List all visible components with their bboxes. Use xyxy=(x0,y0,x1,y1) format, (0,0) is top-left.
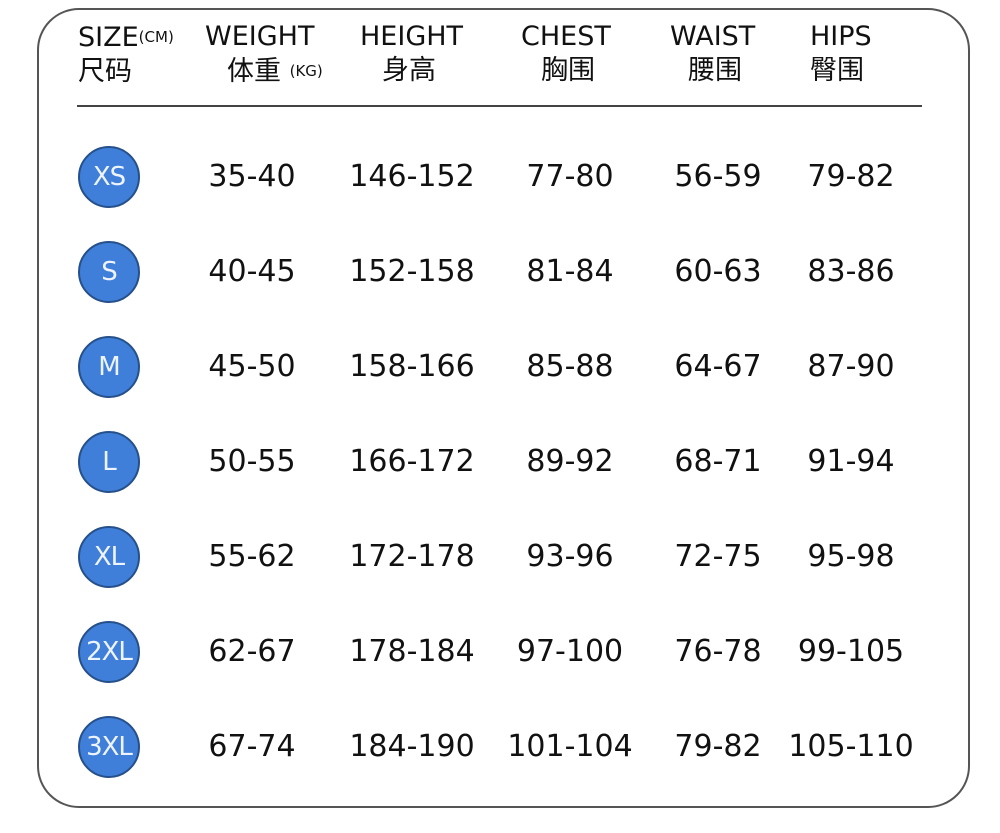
header-chest-zh: 胸围 xyxy=(541,55,595,86)
header-hips: HIPS 臀围 xyxy=(810,20,872,88)
table-row: S 40-45 152-158 81-84 60-63 83-86 xyxy=(0,238,1000,308)
size-badge: 2XL xyxy=(78,621,140,683)
header-weight-en: WEIGHT xyxy=(205,21,315,52)
size-badge: L xyxy=(78,431,140,493)
waist-cell: 79-82 xyxy=(674,729,762,764)
header-size-unit: (CM) xyxy=(138,28,174,46)
chest-cell: 97-100 xyxy=(516,634,624,669)
height-cell: 178-184 xyxy=(349,634,475,669)
height-cell: 172-178 xyxy=(349,539,475,574)
size-chart-card xyxy=(37,8,970,808)
header-chest: CHEST 胸围 xyxy=(521,20,611,88)
waist-cell: 60-63 xyxy=(674,254,762,289)
size-badge: 3XL xyxy=(78,716,140,778)
height-cell: 158-166 xyxy=(349,349,475,384)
hips-cell: 79-82 xyxy=(807,159,895,194)
hips-cell: 105-110 xyxy=(788,729,914,764)
weight-cell: 50-55 xyxy=(208,444,296,479)
size-badge: XS xyxy=(78,146,140,208)
header-weight: WEIGHT 体重 (KG) xyxy=(205,20,323,89)
waist-cell: 72-75 xyxy=(674,539,762,574)
table-row: 3XL 67-74 184-190 101-104 79-82 105-110 xyxy=(0,713,1000,783)
header-weight-unit: (KG) xyxy=(289,62,323,80)
waist-cell: 56-59 xyxy=(674,159,762,194)
size-badge: M xyxy=(78,336,140,398)
height-cell: 152-158 xyxy=(349,254,475,289)
chest-cell: 85-88 xyxy=(526,349,614,384)
weight-cell: 35-40 xyxy=(208,159,296,194)
waist-cell: 68-71 xyxy=(674,444,762,479)
chest-cell: 93-96 xyxy=(526,539,614,574)
size-badge: S xyxy=(78,241,140,303)
header-height: HEIGHT 身高 xyxy=(360,20,463,88)
hips-cell: 83-86 xyxy=(807,254,895,289)
table-row: 2XL 62-67 178-184 97-100 76-78 99-105 xyxy=(0,618,1000,688)
header-size-en: SIZE xyxy=(78,22,139,53)
header-waist-zh: 腰围 xyxy=(688,55,742,86)
header-weight-zh: 体重 xyxy=(227,56,281,87)
height-cell: 146-152 xyxy=(349,159,475,194)
weight-cell: 45-50 xyxy=(208,349,296,384)
chest-cell: 81-84 xyxy=(526,254,614,289)
header-height-zh: 身高 xyxy=(382,55,436,86)
weight-cell: 67-74 xyxy=(208,729,296,764)
header-height-en: HEIGHT xyxy=(360,21,464,52)
table-row: M 45-50 158-166 85-88 64-67 87-90 xyxy=(0,333,1000,403)
header-chest-en: CHEST xyxy=(521,21,611,52)
chest-cell: 101-104 xyxy=(507,729,633,764)
header-size-zh: 尺码 xyxy=(78,56,132,87)
header-waist-en: WAIST xyxy=(670,21,756,52)
header-hips-zh: 臀围 xyxy=(810,55,864,86)
table-row: L 50-55 166-172 89-92 68-71 91-94 xyxy=(0,428,1000,498)
header-waist: WAIST 腰围 xyxy=(670,20,755,88)
height-cell: 166-172 xyxy=(349,444,475,479)
chest-cell: 77-80 xyxy=(526,159,614,194)
weight-cell: 40-45 xyxy=(208,254,296,289)
height-cell: 184-190 xyxy=(349,729,475,764)
table-row: XS 35-40 146-152 77-80 56-59 79-82 xyxy=(0,143,1000,213)
header-hips-en: HIPS xyxy=(810,21,872,52)
weight-cell: 62-67 xyxy=(208,634,296,669)
waist-cell: 76-78 xyxy=(674,634,762,669)
weight-cell: 55-62 xyxy=(208,539,296,574)
table-row: XL 55-62 172-178 93-96 72-75 95-98 xyxy=(0,523,1000,593)
hips-cell: 87-90 xyxy=(807,349,895,384)
waist-cell: 64-67 xyxy=(674,349,762,384)
hips-cell: 99-105 xyxy=(797,634,905,669)
chest-cell: 89-92 xyxy=(526,444,614,479)
size-badge: XL xyxy=(78,526,140,588)
header-divider xyxy=(77,105,922,107)
header-size: SIZE(CM) 尺码 xyxy=(78,20,174,89)
hips-cell: 91-94 xyxy=(807,444,895,479)
hips-cell: 95-98 xyxy=(807,539,895,574)
